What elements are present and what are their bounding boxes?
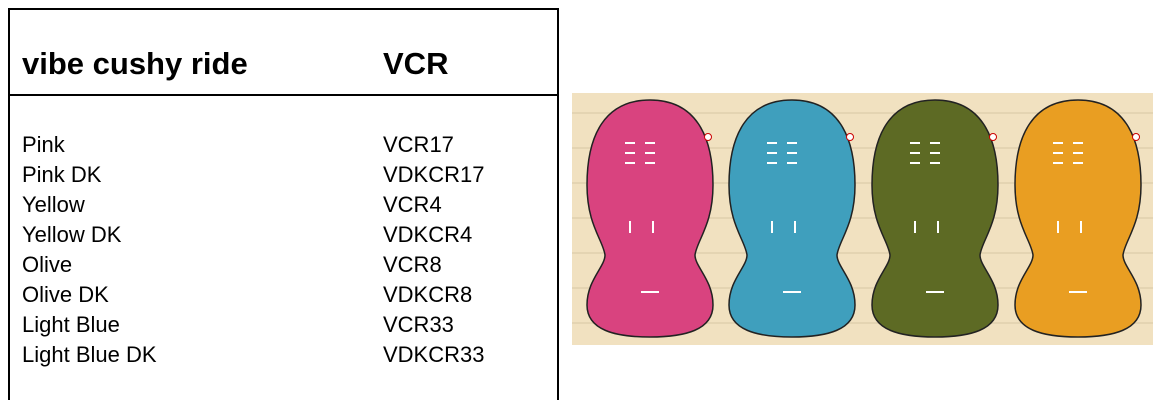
color-name: Olive (22, 252, 73, 277)
color-name: Pink DK (22, 162, 102, 187)
header-title: vibe cushy ride (22, 46, 248, 81)
color-name: Light Blue (22, 312, 120, 337)
product-code: VDKCR17 (383, 162, 485, 187)
color-name: Yellow (22, 192, 85, 217)
header-code: VCR (383, 46, 449, 81)
color-name: Olive DK (22, 282, 109, 307)
product-code: VDKCR4 (383, 222, 473, 247)
product-code: VDKCR8 (383, 282, 473, 307)
table-border (8, 8, 10, 400)
product-image (572, 93, 1153, 345)
color-name: Pink (22, 132, 65, 157)
table-border (8, 94, 558, 96)
product-code: VCR4 (383, 192, 442, 217)
product-code: VCR17 (383, 132, 454, 157)
color-name: Light Blue DK (22, 342, 157, 367)
product-code: VCR33 (383, 312, 454, 337)
table-border (557, 8, 559, 400)
product-code: VDKCR33 (383, 342, 485, 367)
product-code: VCR8 (383, 252, 442, 277)
color-name: Yellow DK (22, 222, 122, 247)
table-border (8, 8, 558, 10)
